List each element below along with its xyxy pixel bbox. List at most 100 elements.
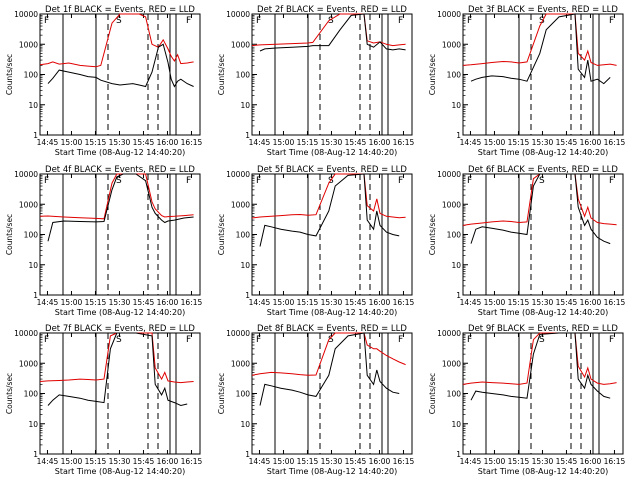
panel-det-7f: Det 7f BLACK = Events, RED = LLD 1 10 100 10… [5, 324, 203, 476]
x-tick-label: 14:45 [37, 298, 59, 307]
events-series-line [470, 173, 611, 245]
x-axis-label: Start Time (08-Aug-12 14:40:20) [478, 148, 609, 157]
orbit-marker-label: S [328, 16, 334, 26]
y-tick-label: 100 [24, 71, 39, 80]
x-tick-label: 15:00 [61, 138, 83, 147]
panel-title: Det 2f BLACK = Events, RED = LLD [257, 5, 407, 15]
x-tick-label: 16:00 [369, 298, 391, 307]
x-tick-label: 14:45 [249, 457, 271, 466]
panel-det-6f: Det 6f BLACK = Events, RED = LLD 1 10 100 10… [428, 165, 626, 317]
x-tick-label: 16:15 [604, 457, 626, 466]
y-tick-label: 10 [28, 101, 38, 110]
y-tick-label: 1 [456, 291, 461, 300]
x-tick-label: 15:30 [532, 298, 554, 307]
orbit-marker-label: S [116, 335, 122, 345]
x-axis-label: Start Time (08-Aug-12 14:40:20) [55, 148, 186, 157]
y-tick-label: 100 [236, 390, 251, 399]
lld-series-line [39, 13, 194, 68]
lld-series-line [251, 13, 406, 47]
events-series-line [47, 43, 194, 88]
orbit-marker-label: S [539, 176, 545, 186]
x-axis-label: Start Time (08-Aug-12 14:40:20) [267, 308, 398, 317]
y-tick-label: 10000 [14, 10, 38, 19]
orbit-marker-label: F [44, 16, 49, 26]
orbit-marker-label: F [467, 335, 472, 345]
panel-title: Det 9f BLACK = Events, RED = LLD [468, 324, 618, 334]
y-axis-label: Counts/sec [5, 214, 14, 255]
panel-det-1f: Det 1f BLACK = Events, RED = LLD 1 10 100 10… [5, 5, 203, 157]
x-tick-label: 15:30 [109, 457, 131, 466]
x-tick-label: 16:15 [393, 298, 415, 307]
panel-det-4f: Det 4f BLACK = Events, RED = LLD 1 10 100 10… [5, 165, 203, 317]
panel-det-9f: Det 9f BLACK = Events, RED = LLD 1 10 100 10… [428, 324, 626, 476]
y-tick-label: 1000 [19, 359, 38, 368]
lld-series-line [251, 332, 406, 376]
panel-det-3f: Det 3f BLACK = Events, RED = LLD 1 10 100 10… [428, 5, 626, 157]
y-tick-label: 10 [28, 420, 38, 429]
y-axis-label: Counts/sec [217, 214, 226, 255]
x-tick-label: 15:15 [508, 298, 530, 307]
events-series-line [259, 13, 406, 52]
y-tick-label: 1000 [442, 359, 461, 368]
x-tick-label: 15:00 [484, 457, 506, 466]
x-tick-label: 16:15 [393, 457, 415, 466]
x-tick-label: 15:30 [532, 457, 554, 466]
y-tick-label: 100 [24, 231, 39, 240]
orbit-marker-label: F [467, 16, 472, 26]
panel-title: Det 8f BLACK = Events, RED = LLD [257, 324, 407, 334]
panel-title: Det 7f BLACK = Events, RED = LLD [45, 324, 195, 334]
orbit-marker-label: F [398, 335, 403, 345]
x-tick-label: 14:45 [37, 457, 59, 466]
x-tick-label: 16:00 [157, 298, 179, 307]
x-tick-label: 16:15 [604, 138, 626, 147]
y-tick-label: 10000 [437, 10, 461, 19]
y-tick-label: 10000 [226, 170, 250, 179]
y-tick-label: 1 [33, 131, 38, 140]
orbit-marker-label: S [539, 335, 545, 345]
x-tick-label: 15:45 [345, 138, 367, 147]
x-axis-label: Start Time (08-Aug-12 14:40:20) [55, 308, 186, 317]
y-tick-label: 10000 [437, 329, 461, 338]
x-tick-label: 15:45 [133, 457, 155, 466]
orbit-marker-label: F [44, 335, 49, 345]
y-tick-label: 1000 [231, 40, 250, 49]
x-tick-label: 15:00 [484, 298, 506, 307]
y-axis-label: Counts/sec [428, 54, 437, 95]
y-tick-label: 10000 [226, 10, 250, 19]
x-tick-label: 15:00 [273, 457, 295, 466]
y-axis-label: Counts/sec [5, 373, 14, 414]
y-tick-label: 100 [236, 71, 251, 80]
panel-title: Det 5f BLACK = Events, RED = LLD [257, 165, 407, 175]
x-tick-label: 15:00 [61, 457, 83, 466]
x-tick-label: 16:00 [580, 298, 602, 307]
orbit-marker-label: F [609, 176, 614, 186]
x-tick-label: 15:30 [109, 138, 131, 147]
x-tick-label: 15:15 [297, 138, 319, 147]
x-tick-label: 16:00 [369, 138, 391, 147]
panel-det-2f: Det 2f BLACK = Events, RED = LLD 1 10 100 10… [217, 5, 415, 157]
y-tick-label: 1 [33, 450, 38, 459]
y-axis-label: Counts/sec [428, 214, 437, 255]
x-tick-label: 16:00 [157, 457, 179, 466]
orbit-marker-label: F [398, 16, 403, 26]
orbit-marker-label: F [609, 335, 614, 345]
y-tick-label: 1 [456, 450, 461, 459]
x-tick-label: 15:00 [273, 138, 295, 147]
y-axis-label: Counts/sec [217, 54, 226, 95]
x-tick-label: 16:15 [393, 138, 415, 147]
y-tick-label: 10000 [14, 329, 38, 338]
orbit-marker-label: S [328, 176, 334, 186]
y-tick-label: 1000 [231, 359, 250, 368]
y-tick-label: 1 [245, 291, 250, 300]
orbit-marker-label: F [256, 16, 261, 26]
y-tick-label: 100 [236, 231, 251, 240]
panel-det-5f: Det 5f BLACK = Events, RED = LLD 1 10 100 10… [217, 165, 415, 317]
x-tick-label: 16:00 [157, 138, 179, 147]
y-tick-label: 10 [451, 420, 461, 429]
y-tick-label: 10 [451, 261, 461, 270]
lld-series-line [462, 332, 617, 385]
x-tick-label: 15:15 [508, 457, 530, 466]
y-tick-label: 1 [33, 291, 38, 300]
y-tick-label: 1 [456, 131, 461, 140]
y-axis-label: Counts/sec [217, 373, 226, 414]
